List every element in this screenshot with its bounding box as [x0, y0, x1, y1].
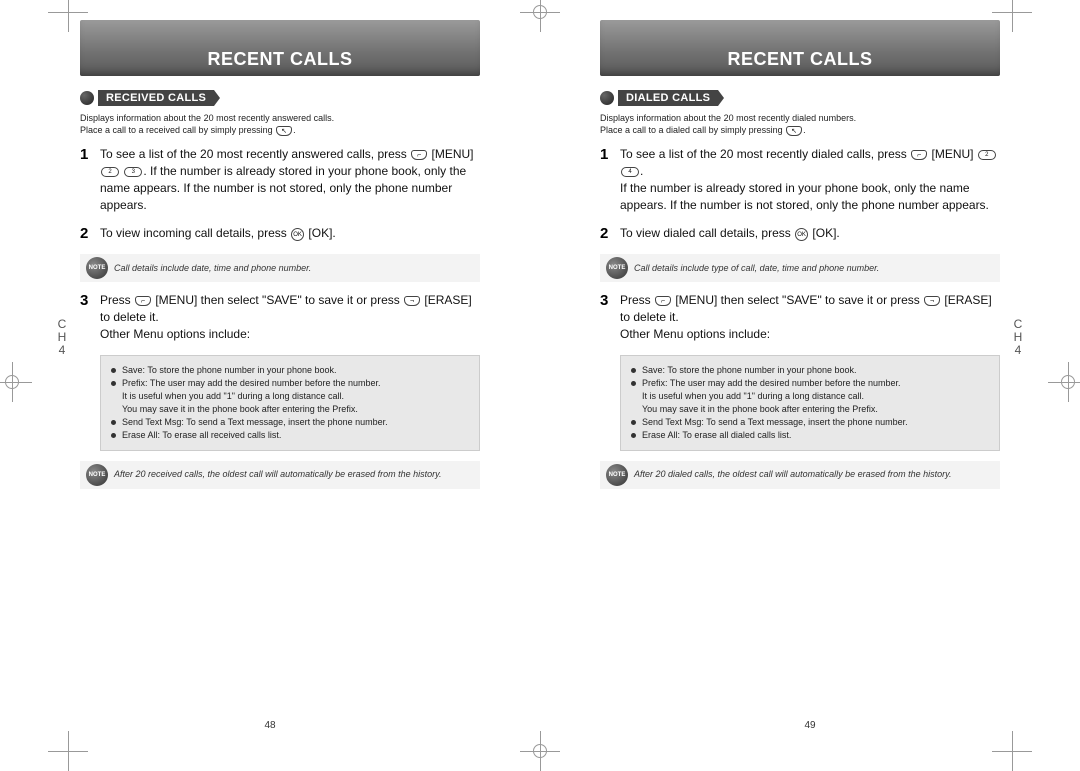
note-badge-icon: NOTE [606, 257, 628, 279]
section-dot-icon [600, 91, 614, 105]
section-label: DIALED CALLS [618, 90, 718, 106]
step-number: 3 [80, 292, 100, 342]
step-text: Press ⌐ [MENU] then select "SAVE" to sav… [100, 292, 480, 342]
step-text: To view incoming call details, press OK … [100, 225, 336, 242]
intro-line: Displays information about the 20 most r… [600, 113, 856, 123]
bullet-icon [111, 420, 116, 425]
page-spread: RECENT CALLS RECEIVED CALLS Displays inf… [0, 0, 1080, 763]
note-text: After 20 dialed calls, the oldest call w… [634, 469, 951, 481]
option-line: Erase All: To erase all dialed calls lis… [642, 429, 791, 442]
options-box: Save: To store the phone number in your … [620, 355, 1000, 451]
section-head: DIALED CALLS [600, 90, 1000, 106]
left-softkey-icon: ⌐ [411, 150, 427, 160]
option-line: Save: To store the phone number in your … [122, 364, 336, 377]
bullet-icon [631, 368, 636, 373]
send-key-icon: ↖ [786, 126, 802, 136]
step-text: Press ⌐ [MENU] then select "SAVE" to sav… [620, 292, 1000, 342]
note-badge-icon: NOTE [86, 464, 108, 486]
step-text: To see a list of the 20 most recently di… [620, 146, 1000, 213]
step-3: 3 Press ⌐ [MENU] then select "SAVE" to s… [600, 292, 1000, 342]
option-line: Prefix: The user may add the desired num… [122, 377, 380, 390]
option-line: Prefix: The user may add the desired num… [642, 377, 900, 390]
intro-text: Displays information about the 20 most r… [80, 112, 480, 136]
bullet-icon [111, 381, 116, 386]
banner-title: RECENT CALLS [208, 49, 353, 70]
bullet-icon [111, 368, 116, 373]
option-line: Send Text Msg: To send a Text message, i… [122, 416, 388, 429]
note-badge-icon: NOTE [606, 464, 628, 486]
section-dot-icon [80, 91, 94, 105]
intro-line: Place a call to a received call by simpl… [80, 125, 273, 135]
intro-text: Displays information about the 20 most r… [600, 112, 1000, 136]
note-box: NOTE After 20 dialed calls, the oldest c… [600, 461, 1000, 489]
key-icon: 4 [621, 167, 639, 177]
step-number: 2 [600, 225, 620, 242]
page-number: 49 [804, 720, 815, 731]
option-line: It is useful when you add "1" during a l… [111, 390, 469, 403]
note-badge-icon: NOTE [86, 257, 108, 279]
bullet-icon [111, 433, 116, 438]
key-icon: 3 [124, 167, 142, 177]
page-right: RECENT CALLS DIALED CALLS Displays infor… [540, 0, 1080, 763]
step-number: 2 [80, 225, 100, 242]
note-box: NOTE Call details include type of call, … [600, 254, 1000, 282]
left-softkey-icon: ⌐ [911, 150, 927, 160]
intro-line: Displays information about the 20 most r… [80, 113, 334, 123]
step-2: 2 To view incoming call details, press O… [80, 225, 480, 242]
step-number: 1 [80, 146, 100, 213]
key-icon: 2 [101, 167, 119, 177]
options-box: Save: To store the phone number in your … [100, 355, 480, 451]
note-text: Call details include type of call, date,… [634, 263, 879, 275]
left-softkey-icon: ⌐ [135, 296, 151, 306]
bullet-icon [631, 433, 636, 438]
step-text: To view dialed call details, press OK [O… [620, 225, 840, 242]
page-left: RECENT CALLS RECEIVED CALLS Displays inf… [0, 0, 540, 763]
step-text: To see a list of the 20 most recently an… [100, 146, 480, 213]
header-banner: RECENT CALLS [80, 20, 480, 76]
ok-key-icon: OK [291, 228, 304, 241]
step-number: 1 [600, 146, 620, 213]
section-head: RECEIVED CALLS [80, 90, 480, 106]
step-1: 1 To see a list of the 20 most recently … [80, 146, 480, 213]
option-line: You may save it in the phone book after … [631, 403, 989, 416]
step-2: 2 To view dialed call details, press OK … [600, 225, 1000, 242]
step-3: 3 Press ⌐ [MENU] then select "SAVE" to s… [80, 292, 480, 342]
chapter-tab: C H 4 [52, 318, 72, 358]
left-softkey-icon: ⌐ [655, 296, 671, 306]
note-box: NOTE After 20 received calls, the oldest… [80, 461, 480, 489]
note-text: After 20 received calls, the oldest call… [114, 469, 441, 481]
option-line: Save: To store the phone number in your … [642, 364, 856, 377]
step-1: 1 To see a list of the 20 most recently … [600, 146, 1000, 213]
section-label: RECEIVED CALLS [98, 90, 214, 106]
chapter-tab: C H 4 [1008, 318, 1028, 358]
option-line: Erase All: To erase all received calls l… [122, 429, 281, 442]
banner-title: RECENT CALLS [728, 49, 873, 70]
send-key-icon: ↖ [276, 126, 292, 136]
bullet-icon [631, 420, 636, 425]
key-icon: 2 [978, 150, 996, 160]
bullet-icon [631, 381, 636, 386]
note-box: NOTE Call details include date, time and… [80, 254, 480, 282]
option-line: You may save it in the phone book after … [111, 403, 469, 416]
page-number: 48 [264, 720, 275, 731]
intro-line: Place a call to a dialed call by simply … [600, 125, 783, 135]
note-text: Call details include date, time and phon… [114, 263, 311, 275]
ok-key-icon: OK [795, 228, 808, 241]
right-softkey-icon: ¬ [404, 296, 420, 306]
step-number: 3 [600, 292, 620, 342]
option-line: Send Text Msg: To send a Text message, i… [642, 416, 908, 429]
header-banner: RECENT CALLS [600, 20, 1000, 76]
option-line: It is useful when you add "1" during a l… [631, 390, 989, 403]
right-softkey-icon: ¬ [924, 296, 940, 306]
